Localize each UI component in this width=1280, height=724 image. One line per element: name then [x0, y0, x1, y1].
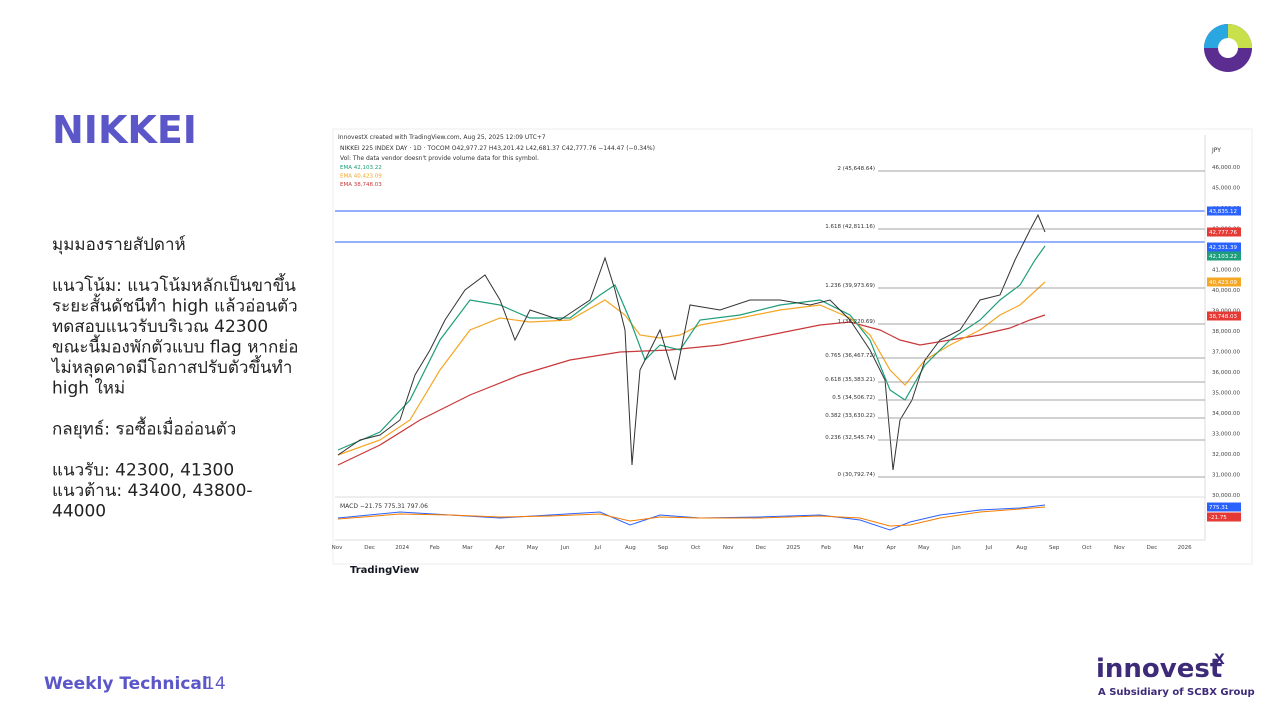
price-label: 33,000.00 [1212, 432, 1240, 438]
volume-note: Vol: The data vendor doesn't provide vol… [340, 155, 539, 162]
time-label: Oct [1082, 545, 1092, 551]
time-label: Mar [853, 545, 864, 551]
time-label: Sep [1049, 545, 1060, 551]
time-label: Feb [821, 545, 831, 551]
time-label: Nov [1114, 545, 1125, 551]
credit: InnovestX created with TradingView.com, … [338, 134, 546, 141]
price-label: 46,000.00 [1212, 165, 1240, 171]
time-label: Dec [755, 545, 766, 551]
time-label: May [527, 545, 539, 551]
ema-label: EMA 42,103.22 [340, 165, 382, 171]
time-label: May [918, 545, 930, 551]
fib-label: 0.765 (36,467.72) [825, 353, 875, 359]
price-label: 38,000.00 [1212, 329, 1240, 335]
commentary-line: แนวรับ: 42300, 41300 [52, 461, 234, 481]
time-label: Oct [691, 545, 701, 551]
price-badge [1207, 242, 1241, 252]
time-label: Nov [723, 545, 734, 551]
time-label: 2024 [395, 545, 409, 551]
chart-texts: InnovestX created with TradingView.com, … [332, 134, 1241, 576]
commentary-line: แนวต้าน: 43400, 43800- [52, 481, 253, 501]
price-badge-label: 42,103.22 [1209, 254, 1237, 260]
chart-screenshot [332, 128, 1253, 565]
macd-label: MACD −21.75 775.31 797.06 [340, 503, 428, 510]
commentary-line: มุมมองรายสัปดาห์ [52, 235, 186, 255]
price-label: 34,000.00 [1212, 411, 1240, 417]
price-badge-label: 43,835.12 [1209, 209, 1237, 215]
time-label: Aug [1016, 545, 1027, 551]
footer-label: Weekly Technical [44, 674, 208, 694]
commentary-line: high ใหม่ [52, 378, 125, 399]
logo-mark: X [1214, 652, 1225, 668]
price-label: 35,000.00 [1212, 391, 1240, 397]
logo-icon [1204, 24, 1252, 72]
price-badge-label: 42,331.39 [1209, 245, 1237, 251]
price-label: 45,000.00 [1212, 186, 1240, 192]
time-label: Feb [430, 545, 440, 551]
tradingview-brand: TradingView [350, 565, 419, 576]
price-label: 31,000.00 [1212, 473, 1240, 479]
commentary-line: กลยุทธ์: รอซื้อเมื่ออ่อนตัว [52, 417, 236, 440]
commentary-line: ขณะนี้มองพักตัวแบบ flag หากย่อ [52, 335, 298, 358]
ema-label: EMA 38,748.03 [340, 182, 382, 188]
commentary-line: ทดสอบแนวรับบริเวณ 42300 [52, 317, 268, 337]
fib-label: 1 (38,220.69) [837, 319, 875, 325]
time-label: 2026 [1178, 545, 1192, 551]
price-badge [1207, 277, 1241, 287]
time-label: Dec [1147, 545, 1158, 551]
time-label: 2025 [786, 545, 800, 551]
price-badge [1207, 502, 1241, 512]
time-label: Jul [593, 545, 601, 551]
page-number: 14 [204, 674, 226, 694]
price-badge-label: 42,777.76 [1209, 230, 1237, 236]
slide-title: NIKKEI [52, 108, 197, 152]
fib-label: 0.382 (33,630.22) [825, 413, 875, 419]
logo-tagline: A Subsidiary of SCBX Group [1098, 687, 1255, 698]
price-label: 36,000.00 [1212, 370, 1240, 376]
price-badge [1207, 311, 1241, 321]
fib-label: 0.236 (32,545.74) [825, 435, 875, 441]
time-label: Mar [462, 545, 473, 551]
fib-label: 0 (30,792.74) [837, 472, 875, 478]
currency: JPY [1211, 147, 1221, 154]
price-badge [1207, 227, 1241, 237]
price-label: 41,000.00 [1212, 268, 1240, 274]
price-badge-label: 40,423.09 [1209, 280, 1237, 286]
fib-label: 2 (45,648.64) [837, 166, 875, 172]
price-badge [1207, 206, 1241, 216]
commentary-line: ระยะสั้นดัชนีทำ high แล้วอ่อนตัว [52, 294, 298, 317]
price-label: 30,000.00 [1212, 493, 1240, 499]
time-label: Jul [985, 545, 993, 551]
commentary-line: ไม่หลุดคาดมีโอกาสปรับตัวขึ้นทำ [50, 355, 292, 378]
time-label: Jun [951, 545, 961, 551]
ema-label: EMA 40,423.09 [340, 174, 382, 180]
symbol-line: NIKKEI 225 INDEX DAY · 1D · TOCOM O42,97… [340, 145, 655, 152]
price-label: 37,000.00 [1212, 350, 1240, 356]
price-badge-label: 38,748.03 [1209, 314, 1237, 320]
commentary-line: แนวโน้ม: แนวโน้มหลักเป็นขาขึ้น [52, 273, 296, 296]
commentary-line: 44000 [52, 502, 106, 522]
fib-label: 1.618 (42,811.16) [825, 224, 875, 230]
logo-brand: innovest [1096, 654, 1222, 684]
fib-label: 0.618 (35,383.21) [825, 377, 875, 383]
price-badge [1207, 512, 1241, 522]
time-label: Nov [332, 545, 343, 551]
time-label: Jun [560, 545, 570, 551]
price-label: 32,000.00 [1212, 452, 1240, 458]
commentary: มุมมองรายสัปดาห์แนวโน้ม: แนวโน้มหลักเป็น… [50, 235, 298, 522]
time-label: Dec [364, 545, 375, 551]
price-badge-label: -21.75 [1209, 515, 1227, 521]
price-label: 40,000.00 [1212, 288, 1240, 294]
time-label: Sep [658, 545, 669, 551]
time-label: Apr [886, 545, 896, 551]
time-label: Apr [495, 545, 505, 551]
price-badge [1207, 251, 1241, 261]
time-label: Aug [625, 545, 636, 551]
fib-label: 1.236 (39,973.69) [825, 283, 875, 289]
price-badge-label: 775.31 [1209, 505, 1228, 511]
fib-label: 0.5 (34,506.72) [832, 395, 875, 401]
